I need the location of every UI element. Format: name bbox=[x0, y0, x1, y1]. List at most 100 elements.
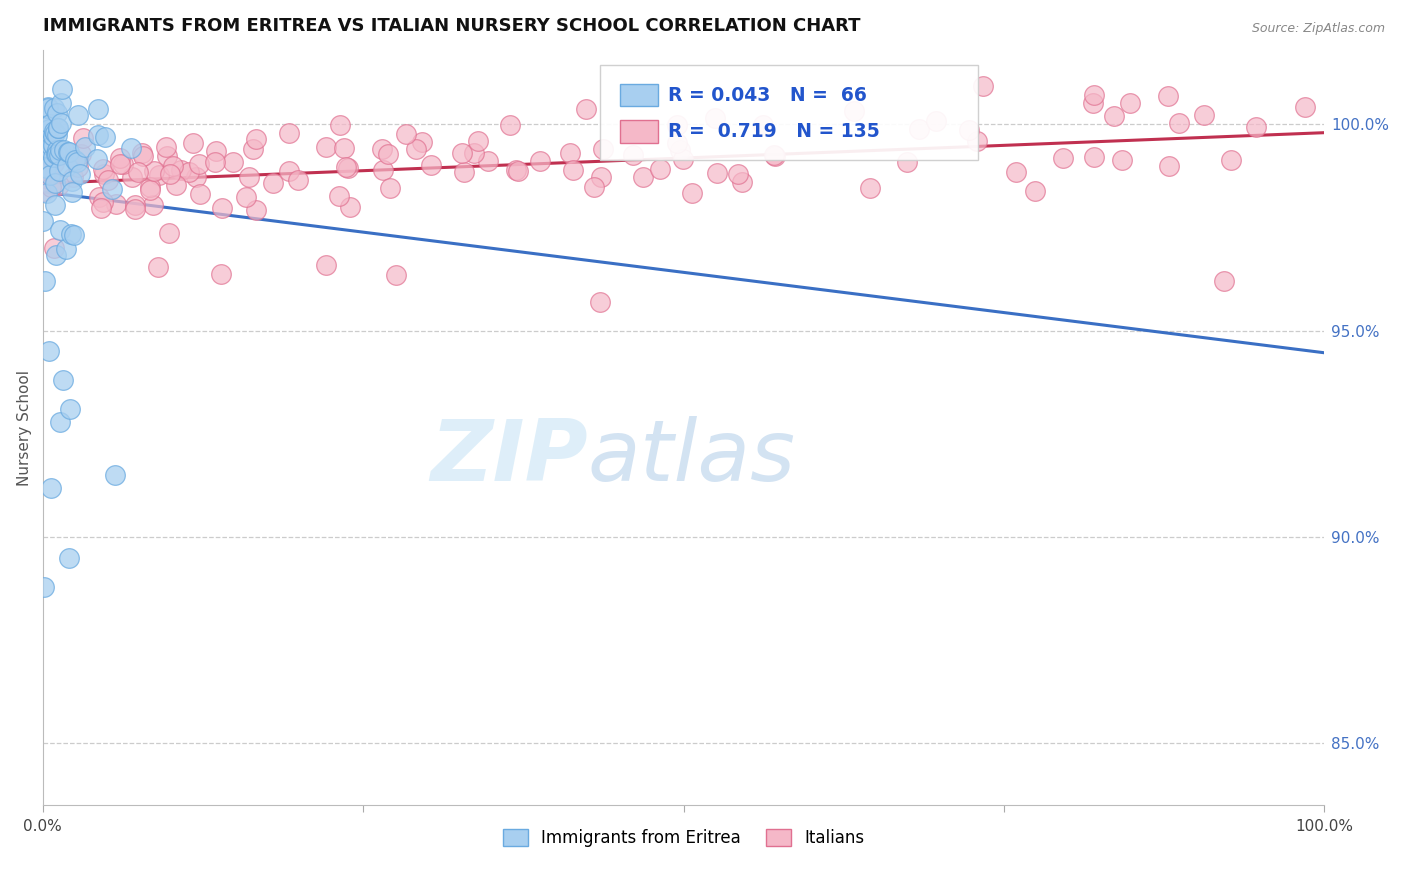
Point bbox=[371, 163, 394, 178]
Point bbox=[39, 116, 62, 130]
Point bbox=[34, 171, 56, 186]
Y-axis label: Nursery School: Nursery School bbox=[17, 370, 32, 486]
Point bbox=[48, 164, 70, 178]
Point bbox=[453, 165, 475, 179]
Point bbox=[46, 121, 69, 136]
Point bbox=[63, 227, 86, 242]
Point bbox=[1157, 159, 1180, 173]
Point bbox=[1219, 153, 1241, 168]
Point bbox=[139, 183, 162, 197]
Point bbox=[235, 190, 257, 204]
Point bbox=[505, 162, 527, 177]
Point bbox=[32, 580, 55, 594]
Point bbox=[1024, 184, 1046, 198]
Point bbox=[704, 111, 727, 125]
Point bbox=[419, 158, 441, 172]
Point bbox=[966, 134, 988, 148]
Point bbox=[477, 153, 499, 168]
Point bbox=[37, 100, 59, 114]
Point bbox=[211, 201, 233, 215]
Point bbox=[209, 268, 232, 282]
Point bbox=[157, 226, 180, 240]
Point bbox=[155, 140, 177, 154]
Point bbox=[146, 260, 169, 274]
Point bbox=[34, 160, 56, 174]
Point bbox=[120, 140, 142, 154]
Point bbox=[681, 186, 703, 201]
Point bbox=[37, 101, 59, 115]
Point bbox=[44, 198, 66, 212]
Point bbox=[63, 153, 86, 167]
Point bbox=[972, 78, 994, 93]
Point bbox=[562, 163, 585, 178]
Point bbox=[110, 157, 132, 171]
Point bbox=[49, 116, 72, 130]
Point bbox=[62, 186, 84, 200]
Point bbox=[405, 142, 427, 156]
Point bbox=[45, 147, 67, 161]
Point bbox=[529, 154, 551, 169]
Point bbox=[205, 145, 228, 159]
Point bbox=[1005, 165, 1028, 179]
Point bbox=[32, 120, 55, 134]
Point bbox=[159, 167, 181, 181]
Text: R = 0.043   N =  66: R = 0.043 N = 66 bbox=[668, 86, 868, 104]
Point bbox=[508, 164, 530, 178]
Point bbox=[44, 150, 66, 164]
Point bbox=[380, 181, 402, 195]
Point bbox=[91, 161, 114, 176]
Point bbox=[896, 154, 918, 169]
Point bbox=[1119, 96, 1142, 111]
Point bbox=[49, 223, 72, 237]
Point bbox=[66, 108, 89, 122]
Point bbox=[371, 142, 394, 156]
Point bbox=[38, 121, 60, 136]
Point bbox=[66, 160, 89, 174]
Point bbox=[45, 144, 67, 158]
Point bbox=[924, 114, 946, 128]
Point bbox=[1052, 151, 1074, 165]
Point bbox=[336, 161, 359, 175]
Point bbox=[58, 550, 80, 565]
Point bbox=[48, 147, 70, 161]
Point bbox=[1111, 153, 1133, 167]
Point bbox=[44, 156, 66, 170]
Point bbox=[411, 135, 433, 149]
Point bbox=[112, 156, 135, 170]
Text: ZIP: ZIP bbox=[430, 417, 588, 500]
Point bbox=[73, 140, 96, 154]
Point bbox=[665, 119, 688, 133]
Point bbox=[70, 146, 93, 161]
Point bbox=[42, 138, 65, 153]
Point bbox=[89, 190, 111, 204]
Point bbox=[42, 128, 65, 143]
Point bbox=[60, 227, 83, 241]
Point bbox=[49, 415, 72, 429]
Point bbox=[262, 176, 284, 190]
Point bbox=[575, 102, 598, 116]
Point bbox=[124, 198, 146, 212]
Point bbox=[35, 161, 58, 175]
Point bbox=[58, 145, 80, 160]
Point bbox=[52, 143, 75, 157]
Point bbox=[38, 163, 60, 178]
Point bbox=[162, 159, 184, 173]
Point bbox=[46, 121, 69, 136]
Point bbox=[104, 197, 127, 211]
Point bbox=[42, 101, 65, 115]
Point bbox=[1083, 88, 1105, 103]
Point bbox=[633, 169, 655, 184]
Point bbox=[238, 169, 260, 184]
Point bbox=[672, 153, 695, 167]
Point bbox=[762, 148, 785, 162]
Point bbox=[59, 402, 82, 417]
Point bbox=[93, 167, 115, 181]
Point bbox=[1168, 116, 1191, 130]
Point bbox=[278, 126, 301, 140]
Point bbox=[39, 180, 62, 194]
Point bbox=[177, 164, 200, 178]
FancyBboxPatch shape bbox=[620, 84, 658, 106]
Point bbox=[669, 144, 692, 158]
Point bbox=[65, 154, 87, 169]
Point bbox=[339, 200, 361, 214]
